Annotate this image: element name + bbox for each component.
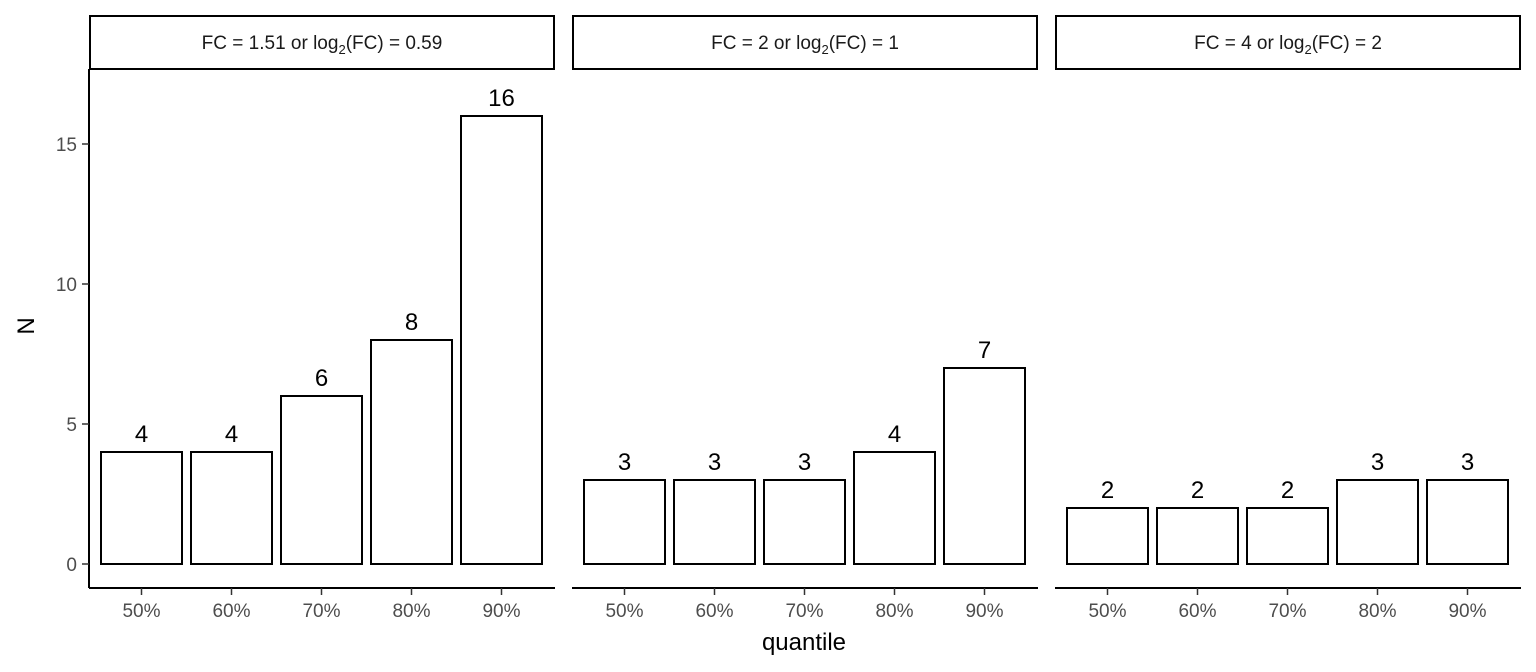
x-tick-label: 60% (1178, 601, 1216, 622)
bar (763, 479, 846, 565)
bar-value-label: 3 (798, 449, 811, 476)
bar-value-label: 16 (488, 85, 515, 112)
x-tick-label: 90% (1448, 601, 1486, 622)
bar-value-label: 2 (1191, 477, 1204, 504)
y-tick-label: 0 (66, 555, 77, 576)
x-tick-label: 60% (212, 601, 250, 622)
facet-panel: FC = 1.51 or log2(FC) = 0.59 4 50% 4 60% 6 70%… (89, 15, 555, 622)
bar (1336, 479, 1419, 565)
bar (460, 115, 543, 565)
bar (943, 367, 1026, 565)
x-tick-label: 70% (302, 601, 340, 622)
bar-value-label: 6 (315, 365, 328, 392)
bar (853, 451, 936, 565)
x-tick-label: 80% (392, 601, 430, 622)
x-tick-label: 80% (875, 601, 913, 622)
bar (583, 479, 666, 565)
facet-strip (89, 15, 555, 70)
x-tick-label: 50% (605, 601, 643, 622)
x-tick-label: 60% (695, 601, 733, 622)
bar (370, 339, 453, 565)
bar (1426, 479, 1509, 565)
bar (673, 479, 756, 565)
y-tick-label: 15 (56, 135, 77, 156)
bar-value-label: 3 (1461, 449, 1474, 476)
facet-strip (572, 15, 1038, 70)
facet-strip-label: FC = 1.51 or log2(FC) = 0.59 (202, 33, 443, 57)
x-tick-label: 90% (482, 601, 520, 622)
x-axis-title: quantile (762, 629, 846, 656)
bar (280, 395, 363, 565)
bar (190, 451, 273, 565)
bar-value-label: 4 (225, 421, 238, 448)
bar-value-label: 2 (1281, 477, 1294, 504)
y-tick-label: 10 (56, 275, 77, 296)
x-tick-label: 70% (1268, 601, 1306, 622)
facet-strip-label: FC = 2 or log2(FC) = 1 (711, 33, 899, 57)
facet-strip-label: FC = 4 or log2(FC) = 2 (1194, 33, 1382, 57)
facet-panel: FC = 2 or log2(FC) = 1 3 50% 3 60% 3 70% 4 80% 7 9… (572, 15, 1038, 622)
x-tick-label: 80% (1358, 601, 1396, 622)
facet-strip (1055, 15, 1521, 70)
y-axis-title: N (13, 317, 40, 334)
bar (100, 451, 183, 565)
bar-value-label: 3 (708, 449, 721, 476)
bar-value-label: 3 (1371, 449, 1384, 476)
facet-panel: FC = 4 or log2(FC) = 2 2 50% 2 60% 2 70% 3 80% 3 9… (1055, 15, 1521, 622)
x-tick-label: 90% (965, 601, 1003, 622)
bar (1156, 507, 1239, 565)
x-tick-label: 50% (1088, 601, 1126, 622)
bar-value-label: 7 (978, 337, 991, 364)
bar-value-label: 8 (405, 309, 418, 336)
bar-value-label: 2 (1101, 477, 1114, 504)
bar-value-label: 4 (135, 421, 148, 448)
y-tick-label: 5 (66, 415, 77, 436)
bar (1246, 507, 1329, 565)
x-tick-label: 50% (122, 601, 160, 622)
y-axis: 0 5 10 15 (56, 69, 90, 588)
x-tick-label: 70% (785, 601, 823, 622)
bar (1066, 507, 1149, 565)
bar-value-label: 4 (888, 421, 901, 448)
bar-value-label: 3 (618, 449, 631, 476)
facet-panels: FC = 1.51 or log2(FC) = 0.59 4 50% 4 60% 6 70%… (89, 15, 1521, 622)
